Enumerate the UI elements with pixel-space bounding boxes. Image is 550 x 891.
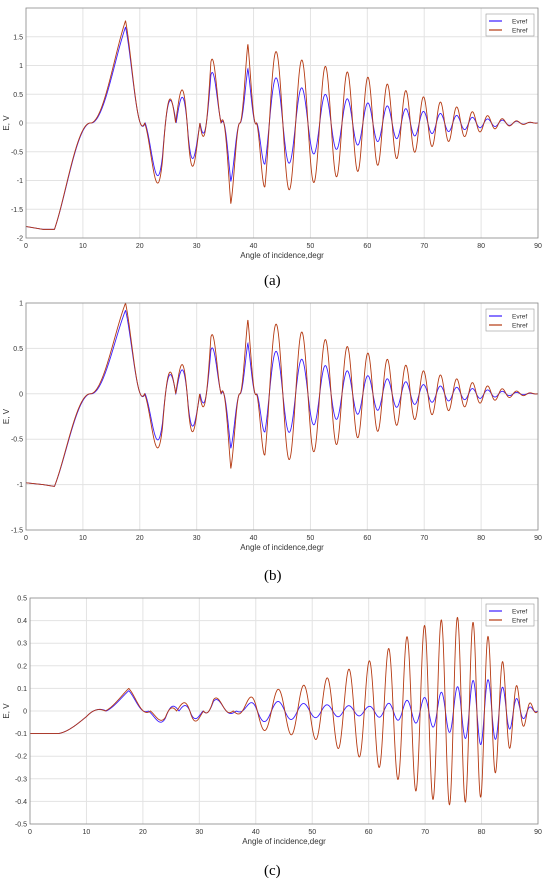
legend-label-evref: Evref bbox=[512, 314, 527, 321]
x-tick-label: 70 bbox=[420, 243, 428, 250]
series-line-ehref bbox=[30, 616, 539, 806]
x-tick-label: 70 bbox=[420, 535, 428, 542]
y-tick-label: 0 bbox=[23, 709, 27, 716]
y-tick-label: -1.5 bbox=[11, 528, 23, 535]
x-tick-label: 60 bbox=[365, 829, 373, 836]
y-tick-label: 0.1 bbox=[17, 686, 27, 693]
x-tick-label: 10 bbox=[83, 829, 91, 836]
series-line-ehref bbox=[25, 302, 539, 487]
y-axis-label: E, V bbox=[2, 408, 11, 424]
x-tick-label: 40 bbox=[250, 243, 258, 250]
x-tick-label: 50 bbox=[307, 243, 315, 250]
axes-frame bbox=[29, 597, 539, 825]
y-tick-label: -0.5 bbox=[11, 149, 23, 156]
panel-label-c: (c) bbox=[264, 863, 281, 879]
x-tick-label: 40 bbox=[250, 535, 258, 542]
y-tick-label: 0.5 bbox=[13, 92, 23, 99]
x-tick-label: 50 bbox=[308, 829, 316, 836]
x-tick-label: 20 bbox=[136, 535, 144, 542]
y-axis-label: E, V bbox=[2, 703, 11, 719]
y-tick-label: 1 bbox=[19, 63, 23, 70]
legend-label-ehref: Ehref bbox=[512, 323, 528, 330]
x-tick-label: 20 bbox=[139, 829, 147, 836]
x-tick-label: 70 bbox=[421, 829, 429, 836]
x-tick-label: 20 bbox=[136, 243, 144, 250]
y-axis-label: E, V bbox=[2, 115, 11, 131]
legend-label-ehref: Ehref bbox=[512, 618, 528, 625]
y-tick-label: -0.1 bbox=[15, 731, 27, 738]
x-tick-label: 90 bbox=[534, 829, 542, 836]
y-tick-label: 0.5 bbox=[17, 596, 27, 603]
panel-label-a: (a) bbox=[264, 273, 281, 289]
y-tick-label: -1 bbox=[17, 178, 23, 185]
x-tick-label: 90 bbox=[534, 243, 542, 250]
y-tick-label: -0.5 bbox=[11, 437, 23, 444]
chart-panel-2: 0 10 20 30 40 50 60 70 80 90 -1.5 -1 -0.5 0 0.5 1 Angle … bbox=[2, 301, 542, 553]
axes-frame bbox=[25, 302, 539, 531]
y-tick-label: 0.4 bbox=[17, 618, 27, 625]
y-tick-label: 0 bbox=[19, 121, 23, 128]
legend-label-evref: Evref bbox=[512, 609, 527, 616]
y-tick-label: 1 bbox=[19, 301, 23, 308]
x-tick-label: 80 bbox=[477, 243, 485, 250]
x-tick-label: 80 bbox=[477, 535, 485, 542]
legend-label-ehref: Ehref bbox=[512, 28, 528, 35]
chart-panel-3: 0 10 20 30 40 50 60 70 80 90 -0.5 -0.4 -0.3 -0.2 -0.1 0… bbox=[2, 596, 542, 847]
x-tick-label: 10 bbox=[79, 243, 87, 250]
x-tick-label: 60 bbox=[363, 243, 371, 250]
x-tick-label: 80 bbox=[478, 829, 486, 836]
y-tick-label: 1.5 bbox=[13, 34, 23, 41]
y-tick-label: -1 bbox=[17, 482, 23, 489]
y-tick-label: 0 bbox=[19, 391, 23, 398]
plot-area bbox=[26, 303, 538, 530]
y-tick-label: -2 bbox=[17, 236, 23, 243]
chart-panel-1: 0 10 20 30 40 50 60 70 80 90 -2 -1.5 -1 -0.5 0 0.5 1 1.5 A… bbox=[2, 7, 542, 260]
panel-label-b: (b) bbox=[264, 568, 282, 584]
x-tick-label: 0 bbox=[28, 829, 32, 836]
x-tick-label: 40 bbox=[252, 829, 260, 836]
x-axis-label: Angle of incidence,degr bbox=[242, 837, 326, 846]
y-tick-label: -0.2 bbox=[15, 754, 27, 761]
y-tick-label: -0.3 bbox=[15, 776, 27, 783]
legend-label-evref: Evref bbox=[512, 19, 527, 26]
y-tick-label: -0.4 bbox=[15, 799, 27, 806]
y-tick-label: 0.3 bbox=[17, 641, 27, 648]
y-tick-label: 0.2 bbox=[17, 663, 27, 670]
x-axis-label: Angle of incidence,degr bbox=[240, 251, 324, 260]
x-tick-label: 0 bbox=[24, 535, 28, 542]
x-tick-label: 30 bbox=[193, 535, 201, 542]
x-tick-label: 90 bbox=[534, 535, 542, 542]
y-tick-label: -1.5 bbox=[11, 207, 23, 214]
x-axis-label: Angle of incidence,degr bbox=[240, 543, 324, 552]
x-tick-label: 30 bbox=[195, 829, 203, 836]
x-tick-label: 60 bbox=[363, 535, 371, 542]
x-tick-label: 0 bbox=[24, 243, 28, 250]
y-tick-label: 0.5 bbox=[13, 346, 23, 353]
axes-frame bbox=[25, 7, 539, 239]
y-tick-label: -0.5 bbox=[15, 822, 27, 829]
series-line-ehref bbox=[25, 20, 539, 230]
x-tick-label: 10 bbox=[79, 535, 87, 542]
x-tick-label: 50 bbox=[307, 535, 315, 542]
x-tick-label: 30 bbox=[193, 243, 201, 250]
